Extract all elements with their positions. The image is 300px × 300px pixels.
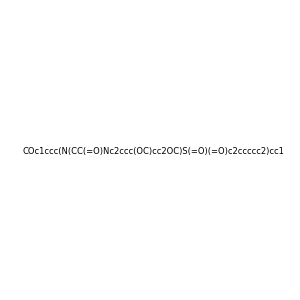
Text: COc1ccc(N(CC(=O)Nc2ccc(OC)cc2OC)S(=O)(=O)c2ccccc2)cc1: COc1ccc(N(CC(=O)Nc2ccc(OC)cc2OC)S(=O)(=O… xyxy=(23,147,285,156)
